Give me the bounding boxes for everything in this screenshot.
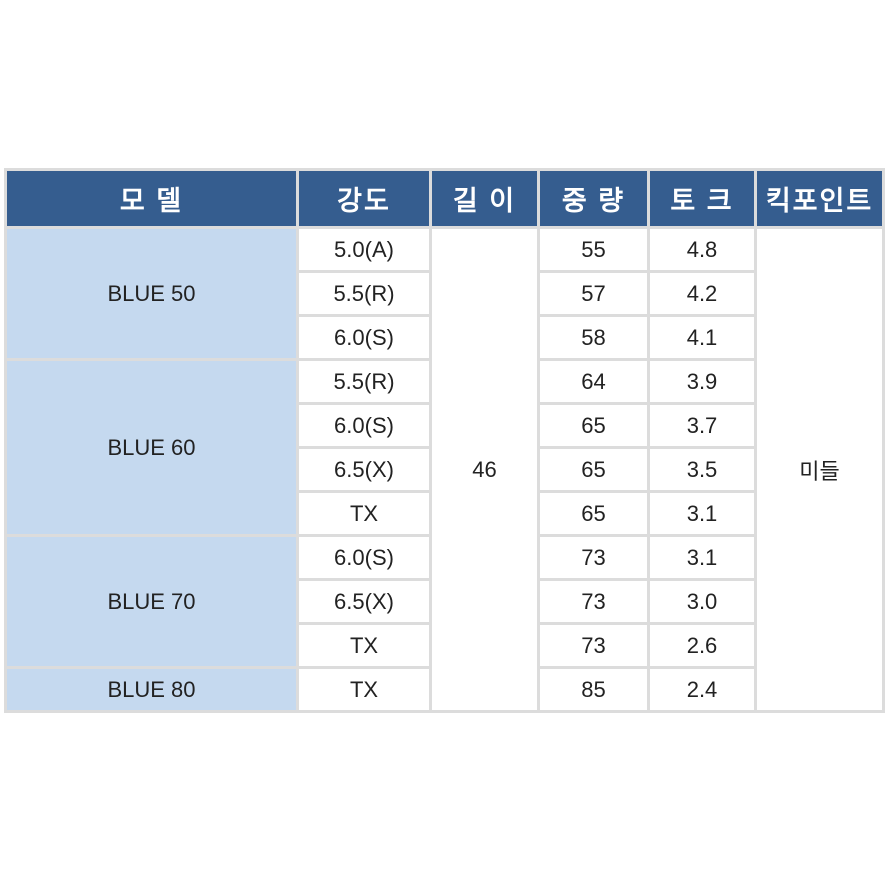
weight-cell: 85: [540, 669, 647, 710]
model-name: BLUE 60: [7, 361, 296, 534]
flex-cell: TX: [299, 669, 429, 710]
weight-cell: 64: [540, 361, 647, 402]
flex-cell: 6.5(X): [299, 581, 429, 622]
flex-cell: 6.0(S): [299, 317, 429, 358]
torque-cell: 4.8: [650, 229, 754, 270]
model-name: BLUE 50: [7, 229, 296, 358]
header-length: 길 이: [432, 171, 537, 226]
model-name: BLUE 80: [7, 669, 296, 710]
spec-table: 모 델 강도 길 이 중 량 토 크 킥포인트 BLUE 50 5.0(A) 46 5…: [4, 168, 885, 713]
flex-cell: 6.5(X): [299, 449, 429, 490]
table-row: 6.5(X) 65 3.5: [7, 449, 882, 490]
table-row: 6.0(S) 65 3.7: [7, 405, 882, 446]
torque-cell: 2.6: [650, 625, 754, 666]
table-row: 5.5(R) 57 4.2: [7, 273, 882, 314]
flex-cell: TX: [299, 493, 429, 534]
weight-cell: 65: [540, 493, 647, 534]
model-name: BLUE 70: [7, 537, 296, 666]
torque-cell: 3.1: [650, 493, 754, 534]
torque-cell: 2.4: [650, 669, 754, 710]
torque-cell: 3.1: [650, 537, 754, 578]
table-row: 6.0(S) 58 4.1: [7, 317, 882, 358]
table-row: TX 65 3.1: [7, 493, 882, 534]
flex-cell: 5.0(A): [299, 229, 429, 270]
flex-cell: 6.0(S): [299, 537, 429, 578]
kickpoint-cell: 미들: [757, 229, 882, 710]
weight-cell: 65: [540, 405, 647, 446]
table-row: BLUE 70 6.0(S) 73 3.1: [7, 537, 882, 666]
table-row: BLUE 60 5.5(R) 64 3.9: [7, 361, 882, 534]
header-model: 모 델: [7, 171, 296, 226]
weight-cell: 73: [540, 581, 647, 622]
flex-cell: 5.5(R): [299, 361, 429, 402]
header-kickpoint: 킥포인트: [757, 171, 882, 226]
torque-cell: 3.9: [650, 361, 754, 402]
length-cell: 46: [432, 229, 537, 710]
weight-cell: 73: [540, 625, 647, 666]
header-torque: 토 크: [650, 171, 754, 226]
table-row: 6.5(X) 73 3.0: [7, 581, 882, 622]
weight-cell: 58: [540, 317, 647, 358]
torque-cell: 3.5: [650, 449, 754, 490]
weight-cell: 55: [540, 229, 647, 270]
table-row: TX 73 2.6: [7, 625, 882, 666]
header-row: 모 델 강도 길 이 중 량 토 크 킥포인트: [7, 171, 882, 226]
table-row: BLUE 50 5.0(A) 46 55 4.8 미들: [7, 229, 882, 710]
flex-cell: 5.5(R): [299, 273, 429, 314]
weight-cell: 73: [540, 537, 647, 578]
torque-cell: 3.0: [650, 581, 754, 622]
flex-cell: TX: [299, 625, 429, 666]
table-row: BLUE 80 TX 85 2.4: [7, 669, 882, 710]
torque-cell: 4.1: [650, 317, 754, 358]
weight-cell: 57: [540, 273, 647, 314]
torque-cell: 3.7: [650, 405, 754, 446]
weight-cell: 65: [540, 449, 647, 490]
header-flex: 강도: [299, 171, 429, 226]
flex-cell: 6.0(S): [299, 405, 429, 446]
torque-cell: 4.2: [650, 273, 754, 314]
header-weight: 중 량: [540, 171, 647, 226]
